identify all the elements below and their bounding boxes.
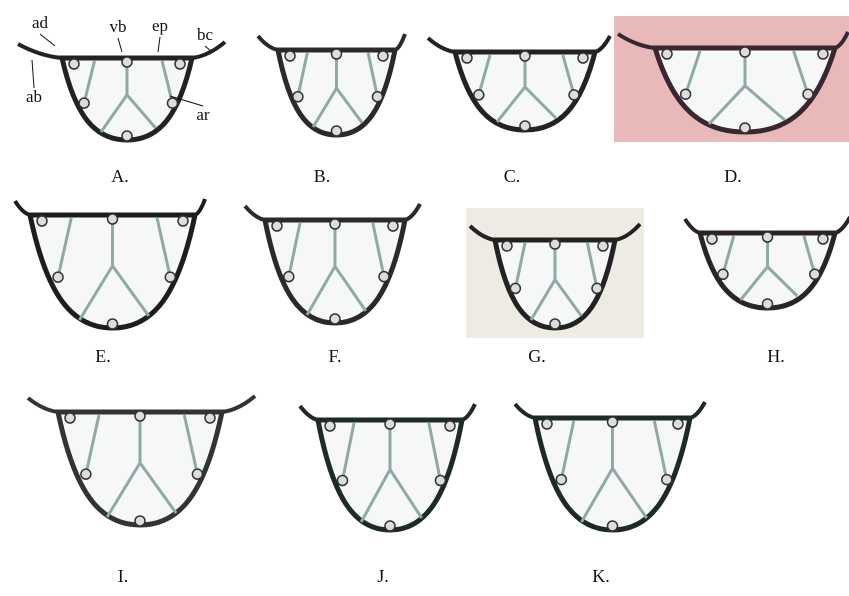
vascular-bundle <box>284 272 294 282</box>
vascular-bundle <box>372 92 382 102</box>
micrograph <box>685 217 849 309</box>
vascular-bundle <box>325 421 335 431</box>
vascular-bundle <box>79 98 89 108</box>
panel-label: C. <box>504 166 521 186</box>
vascular-bundle <box>53 272 63 282</box>
vascular-bundle <box>330 219 340 229</box>
vascular-bundle <box>165 272 175 282</box>
vascular-bundle <box>608 417 618 427</box>
vascular-bundle <box>330 314 340 324</box>
vascular-bundle <box>542 419 552 429</box>
figure: A. B. C. D. E. F. G. H. I. J. K. ad vb ep bc ab ar <box>0 0 849 596</box>
vascular-bundle <box>285 51 295 61</box>
annotation: ep <box>152 16 168 35</box>
vascular-bundle <box>379 272 389 282</box>
vascular-bundle <box>550 319 560 329</box>
vascular-bundle <box>178 216 188 226</box>
vascular-bundle <box>474 90 484 100</box>
micrograph <box>515 402 705 531</box>
annotation-leader <box>118 38 122 52</box>
vascular-bundle <box>510 283 520 293</box>
annotation: ab <box>26 87 42 106</box>
annotation: ad <box>32 13 49 32</box>
vascular-bundle <box>205 413 215 423</box>
panel-label: G. <box>528 346 546 366</box>
vascular-bundle <box>763 232 773 242</box>
panel-label: H. <box>767 346 785 366</box>
panel-label: D. <box>724 166 742 186</box>
vascular-bundle <box>135 516 145 526</box>
vascular-bundle <box>337 476 347 486</box>
vascular-bundle <box>445 421 455 431</box>
vascular-bundle <box>502 241 512 251</box>
vascular-bundle <box>37 216 47 226</box>
vascular-bundle <box>740 47 750 57</box>
vascular-bundle <box>122 131 132 141</box>
vascular-bundle <box>718 269 728 279</box>
vascular-bundle <box>803 89 813 99</box>
vascular-bundle <box>65 413 75 423</box>
panel-label: A. <box>111 166 129 186</box>
vascular-bundle <box>385 419 395 429</box>
micrograph <box>15 199 205 329</box>
panel-label: F. <box>328 346 341 366</box>
vascular-bundle <box>592 283 602 293</box>
vascular-bundle <box>168 98 178 108</box>
vascular-bundle <box>818 234 828 244</box>
vascular-bundle <box>332 49 342 59</box>
vascular-bundle <box>81 469 91 479</box>
annotation: ar <box>196 105 210 124</box>
vascular-bundle <box>462 53 472 63</box>
vascular-bundle <box>520 51 530 61</box>
vascular-bundle <box>69 59 79 69</box>
vascular-bundle <box>556 475 566 485</box>
vascular-bundle <box>108 214 118 224</box>
micrograph <box>428 36 610 131</box>
vascular-bundle <box>332 126 342 136</box>
vascular-bundle <box>122 57 132 67</box>
vascular-bundle <box>818 49 828 59</box>
vascular-bundle <box>608 521 618 531</box>
panel-label: B. <box>314 166 331 186</box>
panel-label: I. <box>118 566 129 586</box>
micrograph <box>300 404 475 531</box>
micrograph <box>245 204 420 324</box>
vascular-bundle <box>662 49 672 59</box>
annotation-leader <box>158 37 160 52</box>
annotation: bc <box>197 25 214 44</box>
vascular-bundle <box>707 234 717 244</box>
vascular-bundle <box>578 53 588 63</box>
vascular-bundle <box>108 319 118 329</box>
vascular-bundle <box>681 89 691 99</box>
annotation: vb <box>110 17 127 36</box>
vascular-bundle <box>520 121 530 131</box>
vascular-bundle <box>293 92 303 102</box>
vascular-bundle <box>135 411 145 421</box>
vascular-bundle <box>598 241 608 251</box>
panel-label: J. <box>377 566 389 586</box>
vascular-bundle <box>385 521 395 531</box>
vascular-bundle <box>378 51 388 61</box>
vascular-bundle <box>388 221 398 231</box>
vascular-bundle <box>662 475 672 485</box>
vascular-bundle <box>810 269 820 279</box>
micrograph <box>28 396 255 526</box>
micrograph <box>18 42 225 141</box>
vascular-bundle <box>272 221 282 231</box>
vascular-bundle <box>435 476 445 486</box>
vascular-bundle <box>175 59 185 69</box>
micrograph <box>258 34 405 136</box>
vascular-bundle <box>673 419 683 429</box>
panel-label: E. <box>95 346 111 366</box>
vascular-bundle <box>550 239 560 249</box>
vascular-bundle <box>763 299 773 309</box>
annotation-leader <box>32 60 34 88</box>
vascular-bundle <box>192 469 202 479</box>
micrograph <box>614 16 849 142</box>
annotation-leader <box>40 34 55 46</box>
vascular-bundle <box>569 90 579 100</box>
micrograph <box>466 208 644 338</box>
panel-label: K. <box>592 566 610 586</box>
vascular-bundle <box>740 123 750 133</box>
